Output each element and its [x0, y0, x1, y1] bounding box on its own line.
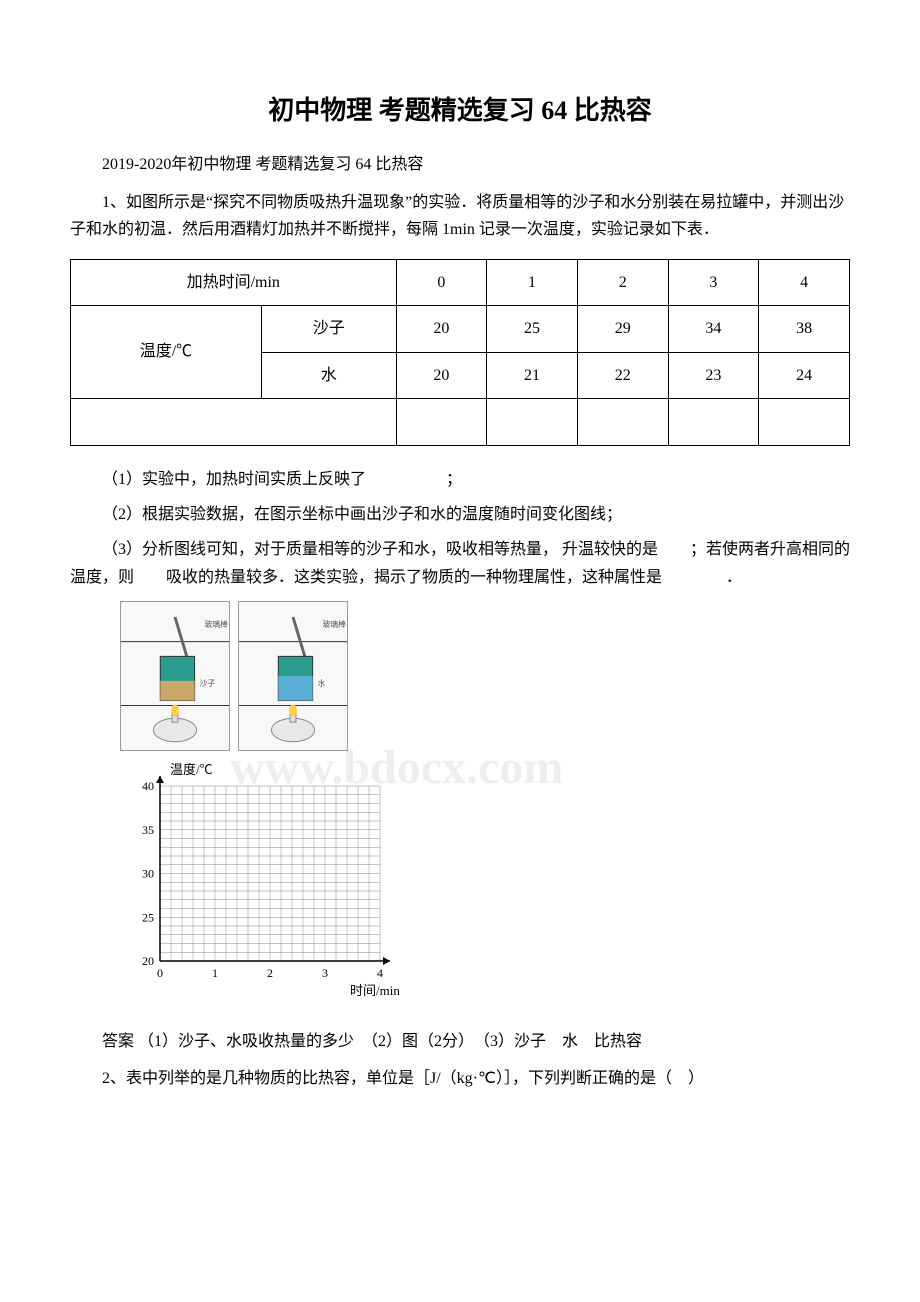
cell-water-2: 22	[577, 352, 668, 399]
cell-sand-0: 20	[396, 306, 487, 353]
empty-cell	[487, 399, 578, 446]
svg-text:20: 20	[142, 954, 154, 968]
rod-label: 玻璃棒	[322, 619, 346, 629]
svg-text:0: 0	[157, 966, 163, 980]
cell-time-0: 0	[396, 259, 487, 306]
cell-water-0: 20	[396, 352, 487, 399]
cell-water-3: 23	[668, 352, 759, 399]
data-table: 加热时间/min 0 1 2 3 4 温度/℃ 沙子 20 25 29 34 3…	[70, 259, 850, 446]
svg-text:时间/min: 时间/min	[350, 983, 400, 998]
q2-text: 2、表中列举的是几种物质的比热容，单位是［J/（kg·℃）］，下列判断正确的是（…	[70, 1065, 850, 1092]
th-water: 水	[261, 352, 396, 399]
cell-water-1: 21	[487, 352, 578, 399]
q1-sub1: （1）实验中，加热时间实质上反映了 ；	[70, 466, 850, 493]
cell-time-2: 2	[577, 259, 668, 306]
table-row: 温度/℃ 沙子 20 25 29 34 38	[71, 306, 850, 353]
svg-text:30: 30	[142, 866, 154, 880]
cell-time-1: 1	[487, 259, 578, 306]
empty-cell	[396, 399, 487, 446]
apparatus-water: 玻璃棒 水	[238, 601, 348, 751]
q1-sub3: （3）分析图线可知，对于质量相等的沙子和水，吸收相等热量， 升温较快的是 ；若使…	[70, 536, 850, 590]
svg-text:2: 2	[267, 966, 273, 980]
cell-sand-2: 29	[577, 306, 668, 353]
svg-text:4: 4	[377, 966, 383, 980]
sand-label: 沙子	[200, 679, 216, 688]
cell-sand-1: 25	[487, 306, 578, 353]
chart-container: 0 1 2 3 4 20 25 30 35 40 温度/℃ 时间/min	[120, 761, 850, 1010]
cell-sand-3: 34	[668, 306, 759, 353]
empty-cell	[577, 399, 668, 446]
cell-time-3: 3	[668, 259, 759, 306]
q1-sub2: （2）根据实验数据，在图示坐标中画出沙子和水的温度随时间变化图线；	[70, 501, 850, 528]
svg-text:25: 25	[142, 910, 154, 924]
cell-time-4: 4	[759, 259, 850, 306]
svg-text:1: 1	[212, 966, 218, 980]
cell-sand-4: 38	[759, 306, 850, 353]
cell-water-4: 24	[759, 352, 850, 399]
table-row: 加热时间/min 0 1 2 3 4	[71, 259, 850, 306]
th-temp: 温度/℃	[71, 306, 262, 399]
temperature-chart: 0 1 2 3 4 20 25 30 35 40 温度/℃ 时间/min	[120, 761, 400, 1001]
empty-cell	[759, 399, 850, 446]
apparatus-images: 玻璃棒 沙子 玻璃棒 水	[120, 601, 850, 751]
th-time: 加热时间/min	[71, 259, 397, 306]
page-title: 初中物理 考题精选复习 64 比热容	[70, 90, 850, 132]
empty-cell	[71, 399, 397, 446]
apparatus-sand: 玻璃棒 沙子	[120, 601, 230, 751]
empty-cell	[668, 399, 759, 446]
water-label: 水	[318, 678, 326, 688]
svg-text:35: 35	[142, 822, 154, 836]
svg-text:温度/℃: 温度/℃	[170, 762, 213, 777]
table-row	[71, 399, 850, 446]
rod-label: 玻璃棒	[204, 619, 228, 629]
svg-text:40: 40	[142, 779, 154, 793]
th-sand: 沙子	[261, 306, 396, 353]
q1-answer: 答案 （1）沙子、水吸收热量的多少 （2）图（2分） （3）沙子 水 比热容	[70, 1029, 850, 1055]
subtitle: 2019-2020年初中物理 考题精选复习 64 比热容	[70, 152, 850, 178]
svg-text:3: 3	[322, 966, 328, 980]
q1-intro: 1、如图所示是“探究不同物质吸热升温现象”的实验．将质量相等的沙子和水分别装在易…	[70, 189, 850, 243]
